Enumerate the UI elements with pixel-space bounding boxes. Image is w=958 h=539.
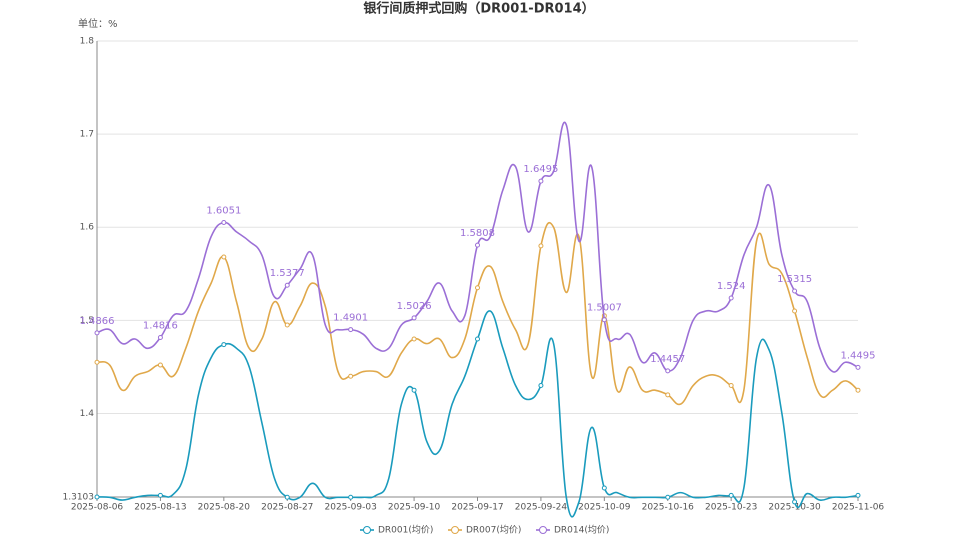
point <box>221 342 227 348</box>
legend-marker <box>539 526 547 534</box>
legend-label: DR007(均价) <box>466 524 521 536</box>
data-label: 1.6051 <box>206 205 241 216</box>
data-label: 1.6495 <box>523 164 558 175</box>
point <box>348 327 354 333</box>
x-tick-label: 2025-10-30 <box>768 503 821 513</box>
y-tick-label: 1.5 <box>80 316 94 326</box>
data-label: 1.524 <box>717 281 746 292</box>
point <box>855 387 861 393</box>
point <box>348 373 354 379</box>
y-tick-label: 1.4 <box>80 409 95 419</box>
data-label: 1.4457 <box>650 354 685 365</box>
point <box>538 383 544 389</box>
x-tick-label: 2025-09-03 <box>325 503 377 513</box>
point <box>348 494 354 500</box>
x-tick-label: 2025-10-09 <box>578 503 631 513</box>
x-tick-label: 2025-10-23 <box>705 503 757 513</box>
data-label: 1.5377 <box>270 268 305 279</box>
y-tick-label: 1.6 <box>80 223 95 233</box>
point <box>601 485 607 491</box>
point <box>221 254 227 260</box>
data-label: 1.4866 <box>80 316 115 327</box>
x-tick-label: 2025-08-27 <box>261 503 313 513</box>
point <box>792 499 798 505</box>
line <box>96 222 859 406</box>
data-label: 1.5026 <box>397 301 432 312</box>
point <box>665 494 671 500</box>
point <box>157 334 163 340</box>
data-label: 1.4816 <box>143 320 178 331</box>
x-tick-label: 2025-10-16 <box>642 503 695 513</box>
point <box>728 383 734 389</box>
x-tick-label: 2025-08-06 <box>71 503 124 513</box>
data-label: 1.5808 <box>460 228 495 239</box>
point <box>792 288 798 294</box>
legend-label: DR014(均价) <box>554 524 609 536</box>
y-unit: 单位：% <box>78 17 118 30</box>
y-tick-label: 1.3103 <box>63 493 95 503</box>
x-tick-label: 2025-09-24 <box>515 503 568 513</box>
x-tick-label: 2025-11-06 <box>832 503 885 513</box>
point <box>538 178 544 184</box>
point <box>475 336 480 342</box>
point <box>157 362 163 368</box>
point <box>284 282 290 288</box>
y-tick-label: 1.7 <box>80 130 94 140</box>
point <box>411 336 417 342</box>
data-label: 1.4495 <box>841 350 876 361</box>
point <box>665 392 671 398</box>
point <box>538 243 544 249</box>
legend-marker <box>363 526 371 534</box>
point <box>284 494 290 500</box>
x-tick-label: 2025-09-10 <box>388 503 441 513</box>
x-tick-label: 2025-09-17 <box>451 503 503 513</box>
y-tick-label: 1.8 <box>80 37 95 47</box>
data-label: 1.5007 <box>587 303 622 314</box>
chart-title: 银行间质押式回购（DR001-DR014） <box>363 1 594 17</box>
point <box>94 359 100 365</box>
point <box>792 308 798 314</box>
point <box>728 492 734 498</box>
point <box>855 364 861 370</box>
point <box>728 295 734 301</box>
legend-label: DR001(均价) <box>378 524 433 536</box>
point <box>284 322 290 328</box>
point <box>221 219 227 225</box>
data-label: 1.4901 <box>333 313 368 324</box>
x-tick-label: 2025-08-20 <box>198 503 251 513</box>
data-label: 1.5315 <box>777 274 812 285</box>
point <box>855 492 861 498</box>
point <box>475 242 480 248</box>
x-tick-label: 2025-08-13 <box>134 503 186 513</box>
point <box>665 368 671 374</box>
legend-marker <box>451 526 459 534</box>
line <box>96 121 859 373</box>
point <box>411 315 417 321</box>
point <box>157 492 163 498</box>
point <box>94 494 100 500</box>
point <box>475 285 480 291</box>
point <box>601 317 607 323</box>
point <box>411 387 417 393</box>
point <box>94 330 100 336</box>
